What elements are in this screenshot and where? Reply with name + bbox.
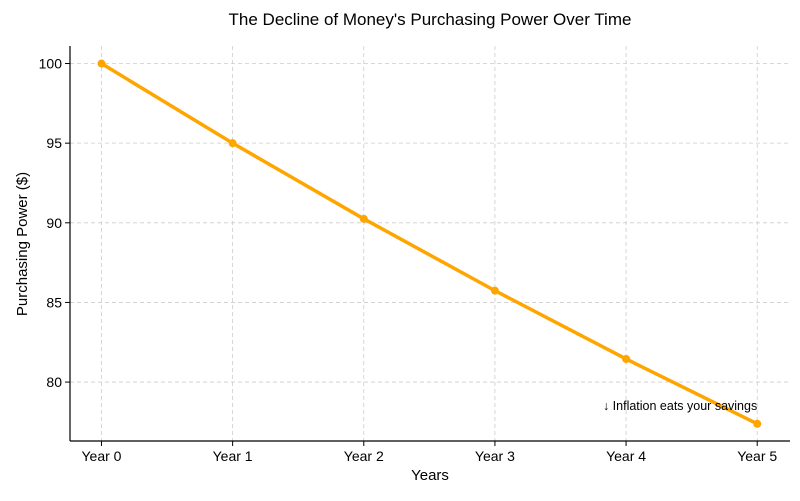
x-tick-label: Year 4 bbox=[606, 448, 646, 464]
y-tick-label: 80 bbox=[46, 374, 62, 390]
x-tick-label: Year 0 bbox=[81, 448, 121, 464]
data-point bbox=[97, 59, 106, 68]
y-tick-label: 95 bbox=[46, 135, 62, 151]
y-tick-label: 85 bbox=[46, 294, 62, 310]
chart-title: The Decline of Money's Purchasing Power … bbox=[229, 10, 632, 29]
x-tick-label: Year 1 bbox=[213, 448, 253, 464]
y-tick-label: 90 bbox=[46, 215, 62, 231]
series-line bbox=[100, 62, 758, 426]
data-point bbox=[622, 354, 631, 363]
x-tick-label: Year 3 bbox=[475, 448, 515, 464]
x-axis-label: Years bbox=[411, 467, 449, 484]
x-tick-label: Year 2 bbox=[344, 448, 384, 464]
data-point bbox=[753, 419, 762, 428]
x-tick-label: Year 5 bbox=[737, 448, 777, 464]
data-point bbox=[228, 139, 237, 148]
y-tick-label: 100 bbox=[39, 56, 63, 72]
y-axis-label: Purchasing Power ($) bbox=[14, 172, 31, 316]
annotation: ↓ Inflation eats your savings bbox=[603, 399, 757, 413]
data-point bbox=[359, 214, 368, 223]
data-point bbox=[490, 286, 499, 295]
